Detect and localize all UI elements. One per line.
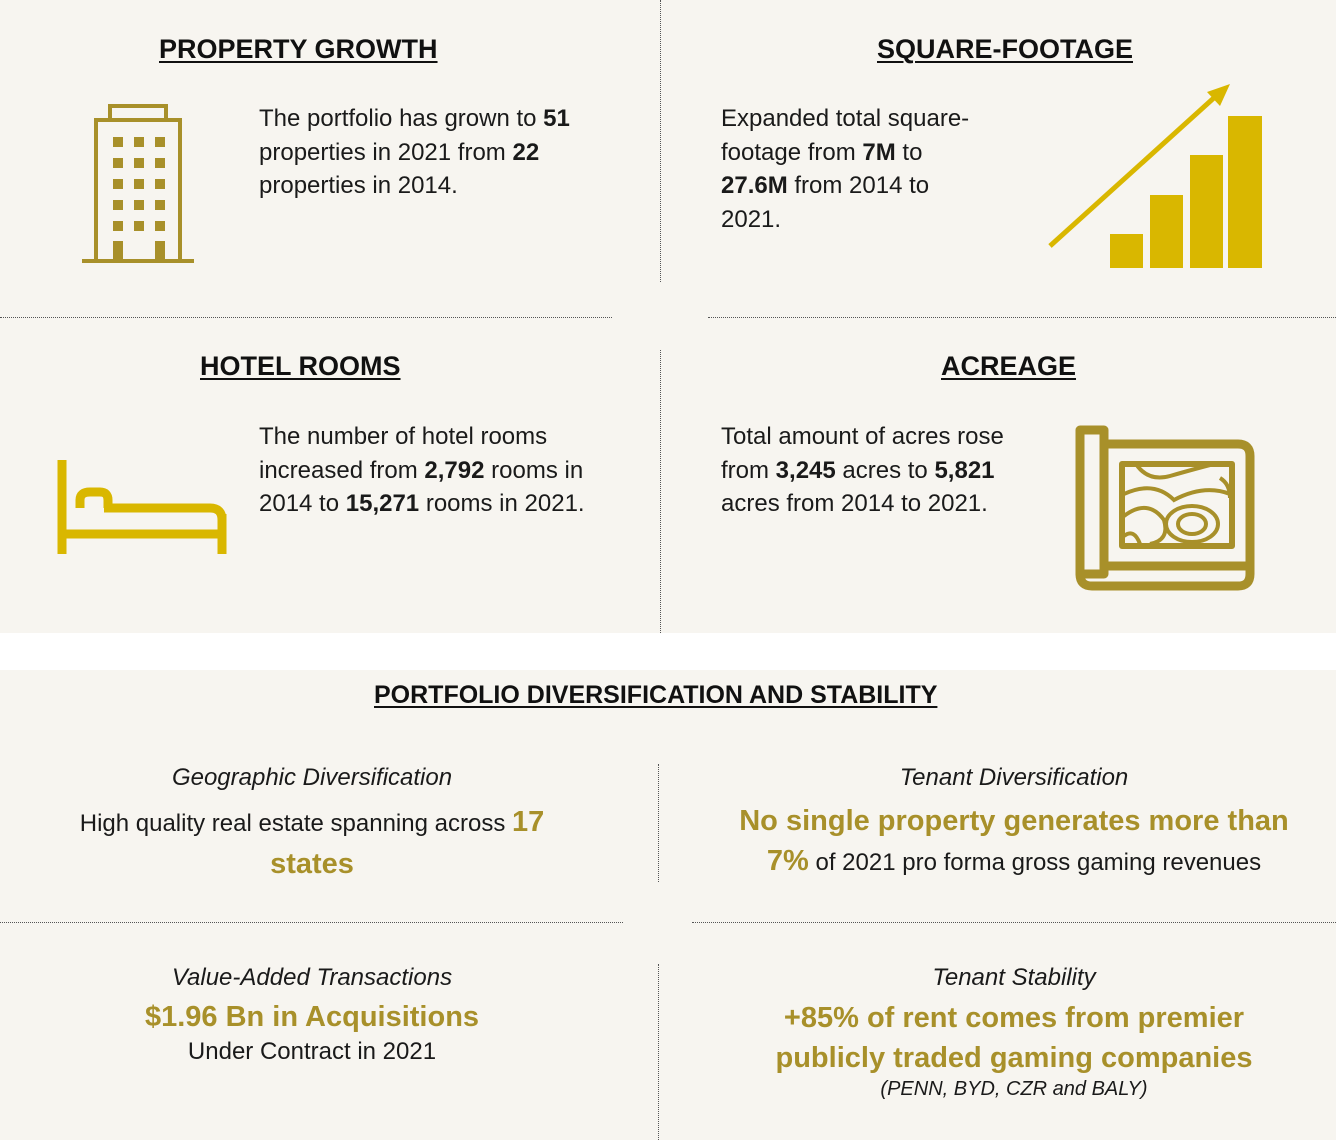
value-added-text: Under Contract in 2021 (187, 1038, 437, 1065)
value-added-heading: Value-Added Transactions (171, 964, 453, 991)
acreage-title: ACREAGE (941, 351, 1077, 381)
top-vertical-divider-upper (660, 0, 661, 282)
land-map-scroll-icon (1075, 425, 1255, 591)
square-footage-title: SQUARE-FOOTAGE (877, 34, 1133, 64)
tenant-diversification-text: 7% of 2021 pro forma gross gaming revenu… (766, 845, 1262, 877)
bottom-vertical-divider-lower (658, 964, 659, 1140)
diversification-title: PORTFOLIO DIVERSIFICATION AND STABILITY (374, 681, 938, 709)
bed-icon (57, 460, 227, 554)
top-vertical-divider-lower (660, 350, 661, 633)
property-growth-text: The portfolio has grown to 51 properties… (259, 105, 570, 199)
hotel-rooms-title: HOTEL ROOMS (200, 351, 401, 381)
value-added-highlight: $1.96 Bn in Acquisitions (144, 1001, 480, 1033)
acreage-text: Total amount of acres rose from 3,245 ac… (721, 423, 1004, 517)
bottom-vertical-divider-upper (658, 764, 659, 882)
bottom-horizontal-divider-right (692, 922, 1336, 923)
bottom-horizontal-divider-left (0, 922, 623, 923)
top-horizontal-divider-right (708, 317, 1336, 318)
tenant-stability-note: (PENN, BYD, CZR and BALY) (880, 1078, 1148, 1100)
growth-bar-chart-icon (1048, 84, 1262, 268)
tenant-diversification-highlight: No single property generates more than (739, 805, 1289, 837)
geographic-diversification-heading: Geographic Diversification (171, 764, 453, 791)
tenant-diversification-heading: Tenant Diversification (899, 764, 1129, 791)
property-growth-title: PROPERTY GROWTH (159, 34, 438, 64)
square-footage-text: Expanded total square-footage from 7M to… (721, 105, 970, 233)
building-icon (82, 104, 194, 263)
top-horizontal-divider-left (0, 317, 612, 318)
hotel-rooms-text: The number of hotel rooms increased from… (259, 423, 585, 517)
building-windows (113, 137, 165, 259)
tenant-stability-heading: Tenant Stability (932, 964, 1096, 991)
geographic-diversification-text: High quality real estate spanning across… (79, 806, 545, 880)
bottom-panel (0, 670, 1336, 1140)
tenant-stability-highlight: +85% of rent comes from premier publicly… (775, 1002, 1253, 1074)
